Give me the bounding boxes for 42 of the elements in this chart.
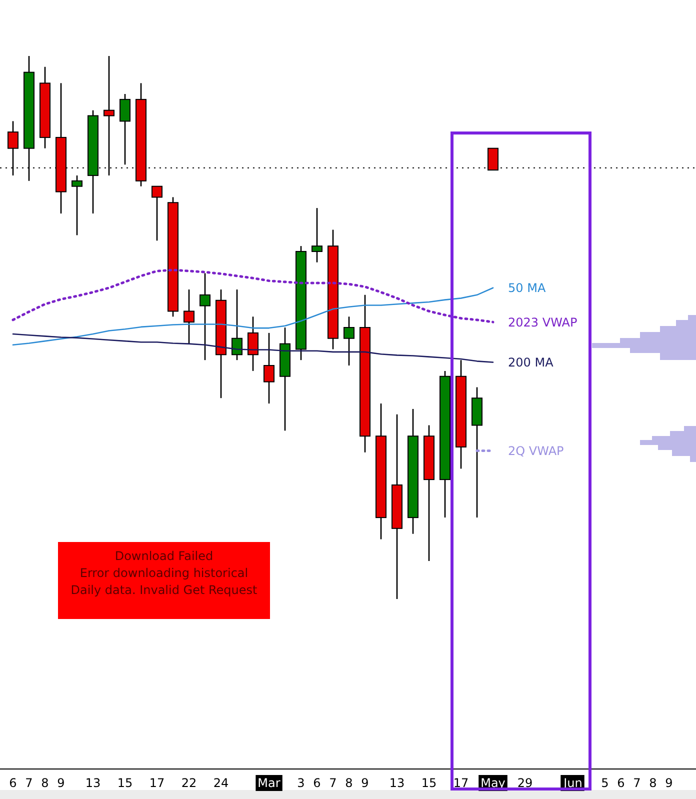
candlestick (184, 288, 194, 344)
x-tick-label: 9 (665, 776, 673, 790)
x-tick-label: 15 (117, 776, 133, 790)
candlestick (72, 174, 82, 236)
x-tick-label: 7 (633, 776, 641, 790)
x-tick-label: 13 (389, 776, 405, 790)
annotation: Error downloading historical Daily data. Invalid Get Request (70, 566, 258, 598)
x-tick-label: 8 (345, 776, 353, 790)
x-tick-label: 3 (297, 776, 305, 790)
candlestick (120, 93, 130, 166)
x-tick-label: Mar (258, 776, 280, 790)
x-tick-label: May (480, 776, 506, 790)
x-tick-label: 8 (649, 776, 657, 790)
series-label: 200 MA (508, 355, 554, 370)
x-tick-label: 8 (41, 776, 49, 790)
x-tick-label: 6 (9, 776, 17, 790)
x-tick-label: 17 (149, 776, 165, 790)
candlestick (344, 316, 354, 366)
candlestick (232, 288, 242, 361)
series-label: 2023 VWAP (508, 315, 578, 330)
x-tick-label: 22 (181, 776, 197, 790)
x-tick-label: 17 (453, 776, 469, 790)
x-tick-label: 7 (25, 776, 33, 790)
candlestick (488, 148, 498, 171)
candlestick (200, 272, 210, 361)
series-label: 2Q VWAP (508, 444, 564, 458)
x-tick-label: 7 (329, 776, 337, 790)
x-tick-label: 24 (213, 776, 229, 790)
x-tick-label: 9 (57, 776, 65, 790)
candlestick (312, 207, 322, 263)
x-tick-label: 29 (517, 776, 533, 790)
x-tick-label: 13 (85, 776, 101, 790)
x-tick-label: 6 (617, 776, 625, 790)
candlestick (152, 186, 162, 242)
x-tick-label: 15 (421, 776, 437, 790)
series-label: 50 MA (508, 281, 546, 296)
x-tick-label: 9 (361, 776, 369, 790)
candlestick (264, 332, 274, 404)
candlestick (248, 316, 258, 372)
x-tick-label: 6 (313, 776, 321, 790)
x-tick-label: 5 (601, 776, 609, 790)
annotation: Download Failed (114, 549, 214, 564)
